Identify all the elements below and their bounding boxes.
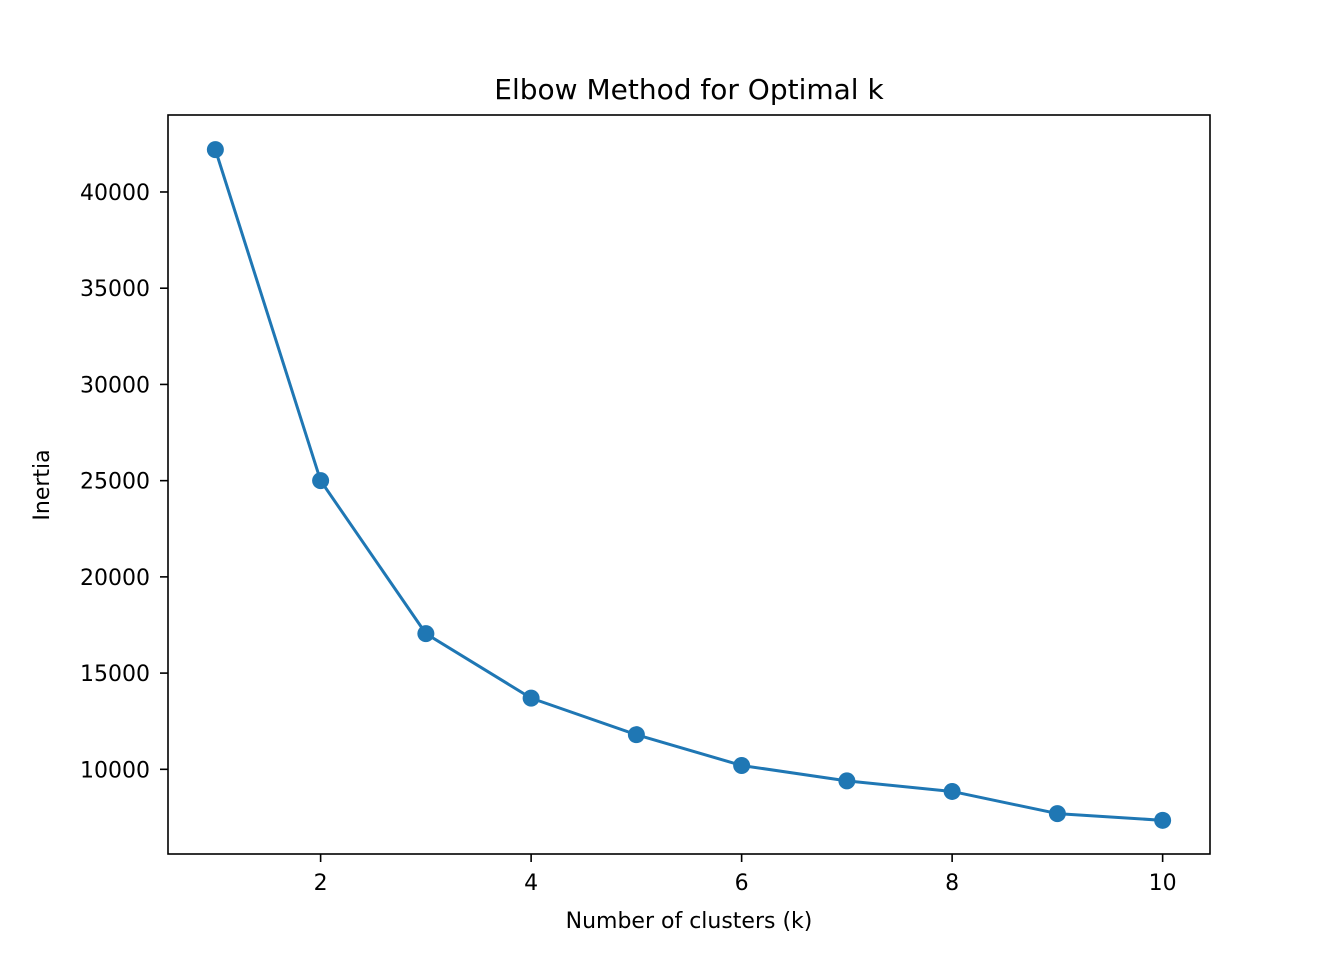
y-tick-label: 20000 [80, 566, 150, 591]
data-point [838, 772, 856, 790]
x-tick-label: 8 [945, 871, 959, 896]
y-tick-label: 15000 [80, 662, 150, 687]
data-point [943, 782, 961, 800]
plot-frame [167, 114, 1211, 855]
chart-title: Elbow Method for Optimal k [494, 73, 884, 106]
y-tick-label: 35000 [80, 277, 150, 302]
y-tick-label: 30000 [80, 373, 150, 398]
x-tick-label: 4 [524, 871, 538, 896]
data-point [1048, 805, 1066, 823]
data-point [417, 625, 435, 643]
data-point [627, 726, 645, 744]
data-point [1154, 811, 1172, 829]
x-axis-ticks: 2 4 6 8 10 [314, 854, 1177, 896]
y-tick-label: 40000 [80, 181, 150, 206]
y-tick-label: 10000 [80, 758, 150, 783]
data-point [312, 472, 330, 490]
x-tick-label: 2 [314, 871, 328, 896]
y-tick-label: 25000 [80, 470, 150, 495]
data-point [522, 689, 540, 707]
y-axis-ticks: 10000 15000 20000 25000 30000 35000 40000 [80, 181, 168, 783]
y-axis-label: Inertia [30, 449, 55, 520]
data-point [206, 141, 224, 159]
x-tick-label: 6 [735, 871, 749, 896]
data-point [733, 756, 751, 774]
series-layer [206, 141, 1172, 829]
series-line [213, 148, 1165, 822]
x-axis-label: Number of clusters (k) [566, 909, 813, 934]
x-tick-label: 10 [1149, 871, 1177, 896]
